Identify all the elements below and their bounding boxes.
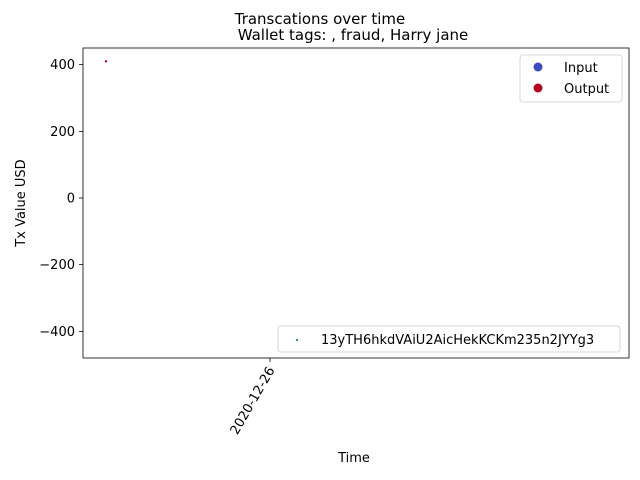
legend-marker-output — [533, 83, 543, 93]
legend-label-address: 13yTH6hkdVAiU2AicHekKCKm235n2JYYg3 — [321, 333, 594, 348]
chart-title: Transcations over time — [234, 10, 406, 28]
data-points — [104, 60, 108, 63]
plot-area — [82, 47, 630, 359]
legend-input-output: Input Output — [519, 54, 623, 103]
legend-label-output: Output — [564, 82, 609, 97]
y-axis-label: Tx Value USD — [14, 159, 29, 247]
legend-marker-input — [533, 62, 543, 72]
y-tick-label: 400 — [50, 58, 75, 73]
y-tick-label: 200 — [50, 125, 75, 140]
legend-box — [277, 325, 621, 353]
data-point-output — [104, 60, 108, 63]
y-tick-label: −400 — [39, 325, 75, 340]
legend-label-input: Input — [564, 61, 598, 76]
x-axis: 2020-12-26 — [228, 358, 279, 438]
legend-address: 13yTH6hkdVAiU2AicHekKCKm235n2JYYg3 — [277, 325, 621, 353]
chart-subtitle: Wallet tags: , fraud, Harry jane — [238, 26, 469, 44]
x-tick-label: 2020-12-26 — [228, 365, 279, 438]
y-tick-label: −200 — [39, 258, 75, 273]
y-tick-label: 0 — [67, 192, 75, 207]
x-axis-label: Time — [337, 451, 370, 466]
legend-box — [519, 54, 623, 103]
legend-marker-address — [295, 338, 299, 342]
y-axis: −400 −200 0 200 400 — [39, 58, 83, 340]
